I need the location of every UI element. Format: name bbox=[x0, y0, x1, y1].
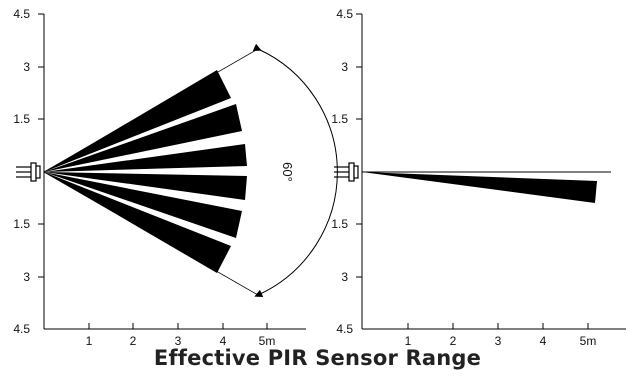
side-x-tick-label: 4 bbox=[540, 334, 547, 348]
angle-boundary-line bbox=[43, 48, 259, 173]
top-y-tick-label: 4.5 bbox=[13, 322, 30, 336]
top-y-tick-label: 3 bbox=[23, 60, 30, 74]
side-x-tick-label: 2 bbox=[450, 334, 457, 348]
detection-beam bbox=[44, 172, 247, 200]
angle-label: 60° bbox=[280, 162, 295, 182]
top-x-tick-label: 1 bbox=[86, 334, 93, 348]
detection-beam bbox=[362, 172, 597, 203]
figure-caption: Effective PIR Sensor Range bbox=[153, 346, 482, 370]
top-x-tick-label: 2 bbox=[130, 334, 137, 348]
detection-beam bbox=[44, 70, 231, 172]
angle-arc bbox=[252, 43, 338, 297]
top-y-tick-label: 1.5 bbox=[13, 112, 30, 126]
pir-sensor-icon bbox=[16, 162, 41, 182]
side-y-tick-label: 3 bbox=[341, 270, 348, 284]
detection-beam bbox=[44, 104, 242, 172]
pir-sensor-icon bbox=[334, 162, 359, 182]
top-x-tick-label: 3 bbox=[175, 334, 182, 348]
detection-beams bbox=[44, 70, 247, 273]
top-x-tick-label: 4 bbox=[220, 334, 227, 348]
top-x-tick-label: 5m bbox=[259, 334, 276, 348]
side-y-tick-label: 1.5 bbox=[331, 112, 348, 126]
side-x-tick-label: 1 bbox=[405, 334, 412, 348]
detection-beam bbox=[44, 172, 231, 273]
detection-beam bbox=[44, 144, 247, 172]
top-y-tick-label: 4.5 bbox=[13, 7, 30, 21]
side-x-tick-label: 5m bbox=[580, 334, 597, 348]
top-y-tick-label: 3 bbox=[23, 270, 30, 284]
top-y-tick-label: 1.5 bbox=[13, 217, 30, 231]
side-y-tick-label: 3 bbox=[341, 60, 348, 74]
side-y-tick-label: 1.5 bbox=[331, 217, 348, 231]
side-y-tick-label: 4.5 bbox=[336, 322, 353, 336]
side-y-tick-label: 4.5 bbox=[336, 7, 353, 21]
side-view-panel: 4.5 3 1.5 1.5 3 4.5 1 2 3 4 5m bbox=[331, 7, 626, 348]
side-x-tick-label: 3 bbox=[495, 334, 502, 348]
top-view-panel: 4.5 3 1.5 1.5 3 4.5 1 2 3 4 5m bbox=[13, 7, 338, 348]
angle-boundary-line bbox=[43, 171, 259, 296]
detection-beam bbox=[44, 172, 242, 238]
